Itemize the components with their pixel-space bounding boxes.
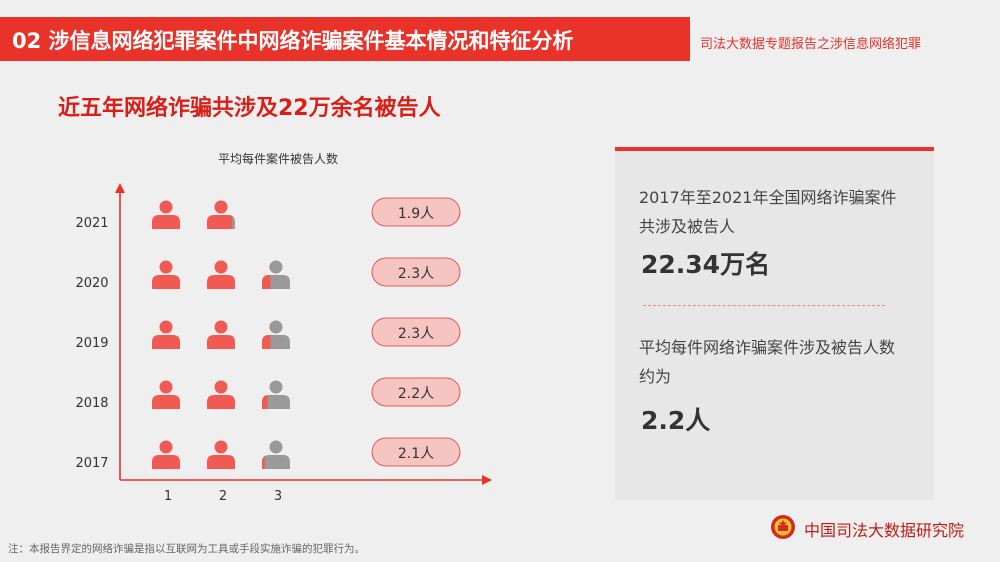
person-icon-partial [262, 263, 271, 289]
person-icon-filled [207, 320, 235, 349]
value-label: 2.2人 [398, 386, 434, 402]
person-icon-filled [152, 440, 180, 469]
chart-title: 平均每件案件被告人数 [218, 152, 339, 166]
value-pill [371, 317, 461, 347]
person-icon-empty [262, 440, 290, 469]
court-emblem-icon [771, 515, 795, 539]
y-tick-label: 2018 [75, 396, 108, 411]
person-icon-partial [262, 323, 271, 349]
banner-title: 02 涉信息网络犯罪案件中网络诈骗案件基本情况和特征分析 [12, 29, 574, 53]
y-tick-label: 2021 [75, 216, 108, 231]
value-pill [371, 197, 461, 227]
value-label: 1.9人 [398, 206, 434, 222]
value-label: 2.3人 [398, 326, 434, 342]
person-icon-filled [207, 440, 235, 469]
x-tick-label: 2 [219, 489, 227, 504]
y-tick-label: 2019 [75, 336, 108, 351]
panel-value-total: 22.34万名 [641, 250, 771, 279]
panel-divider [643, 305, 885, 306]
panel-value-average: 2.2人 [641, 406, 711, 435]
person-icon-filled [152, 320, 180, 349]
x-tick-label: 3 [274, 489, 282, 504]
person-icon-filled [207, 260, 235, 289]
headline: 近五年网络诈骗共涉及22万余名被告人 [58, 96, 441, 121]
y-axis-arrow [115, 183, 125, 193]
panel-text-average: 平均每件网络诈骗案件涉及被告人数约为 [639, 338, 896, 386]
org-name: 中国司法大数据研究院 [804, 521, 965, 540]
x-axis-arrow [482, 475, 492, 485]
value-pill [371, 257, 461, 287]
value-pill [371, 377, 461, 407]
person-icon-empty [262, 380, 290, 409]
value-label: 2.1人 [398, 446, 434, 462]
x-tick-label: 1 [164, 489, 172, 504]
person-icon-partial [262, 455, 265, 469]
panel-text-total: 2017年至2021年全国网络诈骗案件共涉及被告人 [639, 188, 897, 236]
person-icon-filled [152, 200, 180, 229]
title-banner: 02 涉信息网络犯罪案件中网络诈骗案件基本情况和特征分析 [0, 17, 690, 61]
person-icon-filled [207, 380, 235, 409]
person-icon-partial [262, 395, 268, 409]
report-subtitle: 司法大数据专题报告之涉信息网络犯罪 [700, 37, 922, 52]
y-tick-label: 2017 [75, 456, 108, 471]
footnote: 注：本报告界定的网络诈骗是指以互联网为工具或手段实施诈骗的犯罪行为。 [8, 543, 365, 555]
value-pill [371, 437, 461, 467]
person-icon-filled [152, 380, 180, 409]
person-icon-filled [152, 260, 180, 289]
y-tick-label: 2020 [75, 276, 108, 291]
value-label: 2.3人 [398, 266, 434, 282]
person-icon-partial [207, 200, 233, 229]
summary-panel: 2017年至2021年全国网络诈骗案件共涉及被告人 22.34万名 平均每件网络… [615, 147, 934, 500]
